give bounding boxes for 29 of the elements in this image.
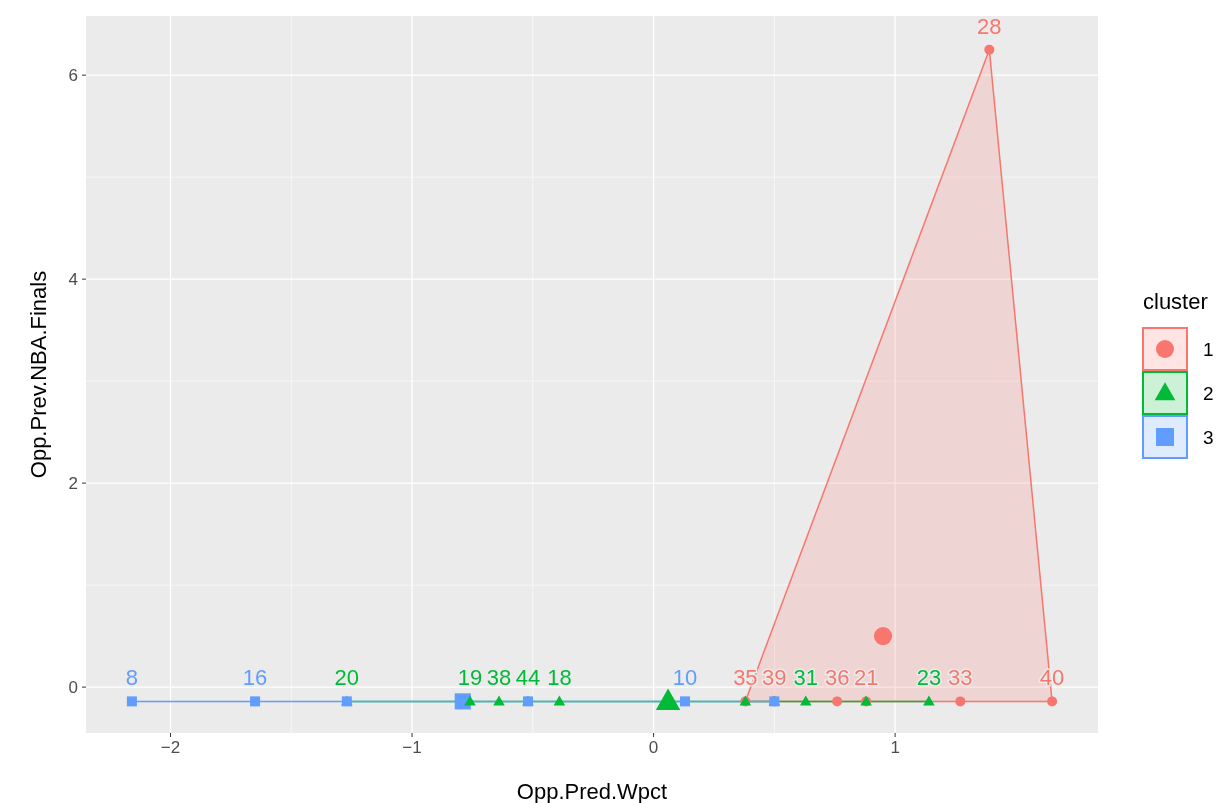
annotation: 20 — [334, 665, 360, 691]
y-axis-title: Opp.Prev.NBA.Finals — [26, 270, 51, 479]
x-axis-title: Opp.Pred.Wpct — [516, 779, 668, 803]
annotation: 36 — [824, 665, 850, 691]
annotation: 8 — [125, 665, 139, 691]
y-tick-label: 0 — [68, 678, 78, 698]
annotation: 19 — [457, 665, 483, 691]
annotation: 18 — [547, 665, 572, 691]
annotation: 21 — [853, 665, 879, 691]
annotation: 16 — [242, 665, 268, 691]
annotation: 39 — [762, 665, 787, 691]
y-tick-label: 2 — [68, 474, 78, 494]
x-tick-label: −2 — [160, 738, 181, 757]
annotation: 31 — [793, 665, 818, 691]
annotation: 10 — [672, 665, 698, 691]
legend-label: 1 — [1203, 339, 1214, 360]
legend-title: cluster — [1143, 289, 1208, 314]
annotation: 28 — [977, 13, 1002, 39]
y-tick-label: 4 — [68, 270, 78, 290]
annotation: 23 — [916, 665, 942, 691]
x-tick-label: 1 — [890, 738, 900, 757]
annotation: 38 — [486, 665, 512, 691]
x-tick-label: −1 — [402, 738, 422, 757]
annotation: 33 — [948, 665, 973, 691]
legend-label: 2 — [1203, 383, 1214, 404]
legend-label: 3 — [1203, 427, 1214, 448]
annotation: 44 — [515, 665, 541, 691]
y-tick-label: 6 — [68, 66, 78, 86]
x-tick-label: 0 — [648, 738, 659, 757]
